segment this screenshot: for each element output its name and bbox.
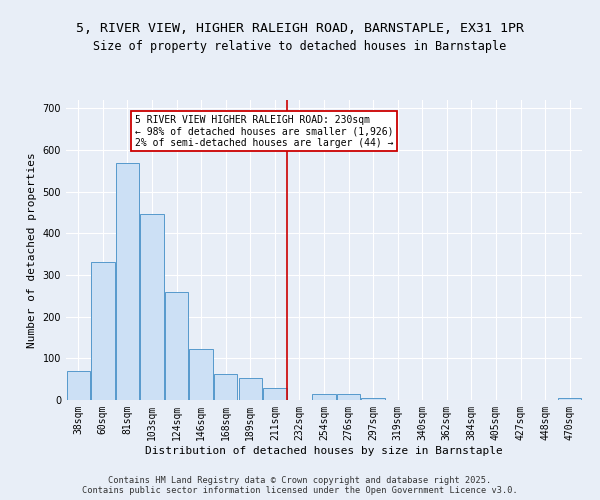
Bar <box>361 398 385 400</box>
X-axis label: Distribution of detached houses by size in Barnstaple: Distribution of detached houses by size … <box>145 446 503 456</box>
Bar <box>140 214 164 400</box>
Bar <box>116 164 139 400</box>
Text: Size of property relative to detached houses in Barnstaple: Size of property relative to detached ho… <box>94 40 506 53</box>
Bar <box>337 394 360 400</box>
Bar <box>263 388 287 400</box>
Text: 5, RIVER VIEW, HIGHER RALEIGH ROAD, BARNSTAPLE, EX31 1PR: 5, RIVER VIEW, HIGHER RALEIGH ROAD, BARN… <box>76 22 524 36</box>
Text: 5 RIVER VIEW HIGHER RALEIGH ROAD: 230sqm
← 98% of detached houses are smaller (1: 5 RIVER VIEW HIGHER RALEIGH ROAD: 230sqm… <box>135 114 394 148</box>
Bar <box>239 378 262 400</box>
Text: Contains HM Land Registry data © Crown copyright and database right 2025.
Contai: Contains HM Land Registry data © Crown c… <box>82 476 518 495</box>
Y-axis label: Number of detached properties: Number of detached properties <box>27 152 37 348</box>
Bar <box>190 349 213 400</box>
Bar <box>67 371 90 400</box>
Bar <box>91 262 115 400</box>
Bar <box>165 292 188 400</box>
Bar <box>313 394 335 400</box>
Bar <box>558 398 581 400</box>
Bar <box>214 374 238 400</box>
